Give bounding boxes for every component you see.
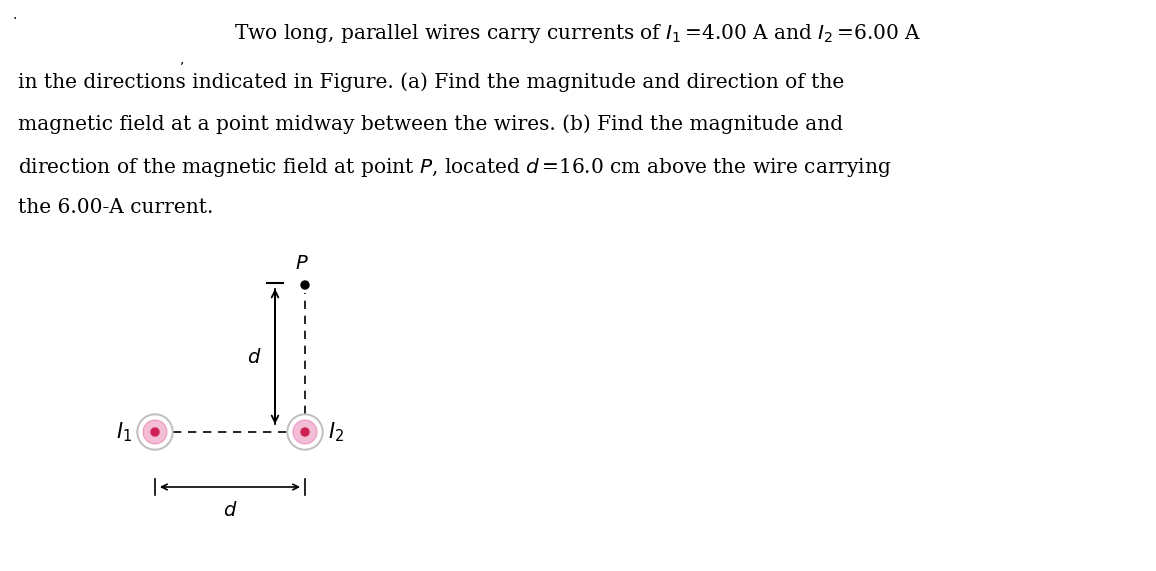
Circle shape: [292, 420, 317, 444]
Circle shape: [301, 428, 309, 436]
Text: Two long, parallel wires carry currents of $I_1\,$=4.00 A and $I_2\,$=6.00 A: Two long, parallel wires carry currents …: [235, 22, 921, 45]
Circle shape: [138, 414, 173, 450]
Circle shape: [139, 416, 171, 448]
Circle shape: [301, 281, 309, 289]
Text: $I_1$: $I_1$: [116, 420, 132, 444]
Text: $d$: $d$: [246, 348, 261, 367]
Text: $P$: $P$: [295, 255, 309, 273]
Text: in the directions indicated in Figure. (a) Find the magnitude and direction of t: in the directions indicated in Figure. (…: [18, 72, 844, 92]
Text: direction of the magnetic field at point $P$, located $d\,$=16.0 cm above the wi: direction of the magnetic field at point…: [18, 156, 891, 179]
Circle shape: [289, 416, 321, 448]
Circle shape: [151, 428, 160, 436]
Text: ,: ,: [180, 52, 184, 66]
Text: magnetic field at a point midway between the wires. (b) Find the magnitude and: magnetic field at a point midway between…: [18, 114, 843, 134]
Circle shape: [287, 414, 323, 450]
Circle shape: [143, 420, 166, 444]
Text: the 6.00-A current.: the 6.00-A current.: [18, 198, 214, 217]
Text: $d$: $d$: [223, 501, 237, 520]
Text: $I_2$: $I_2$: [328, 420, 344, 444]
Text: .: .: [12, 8, 16, 22]
